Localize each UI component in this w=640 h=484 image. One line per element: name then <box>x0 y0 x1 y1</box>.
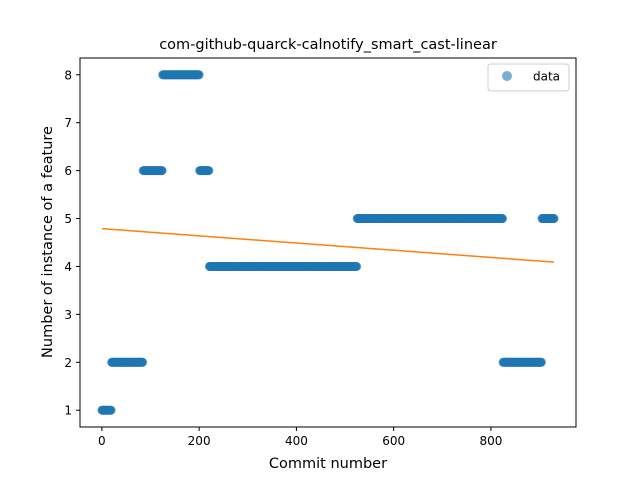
data-point <box>498 214 508 224</box>
y-tick-label: 2 <box>64 356 72 370</box>
legend-label: data <box>533 70 560 84</box>
plot-area <box>80 58 576 427</box>
x-tick-label: 200 <box>188 434 211 448</box>
x-axis-label: Commit number <box>269 456 387 472</box>
y-tick-label: 1 <box>64 404 72 418</box>
trend-line-path <box>101 227 555 263</box>
y-tick-label: 8 <box>64 68 72 82</box>
y-tick-label: 3 <box>64 308 72 322</box>
data-point <box>549 214 559 224</box>
data-point <box>204 166 214 176</box>
data-point <box>157 166 167 176</box>
x-tick-label: 400 <box>285 434 308 448</box>
x-tick-label: 800 <box>479 434 502 448</box>
data-point <box>536 357 546 367</box>
y-tick-label: 6 <box>64 164 72 178</box>
data-point <box>138 357 148 367</box>
legend-box <box>487 63 570 92</box>
legend-marker <box>502 71 512 81</box>
y-axis-label: Number of instance of a feature <box>40 126 56 358</box>
x-tick-label: 0 <box>98 434 106 448</box>
trend-line <box>101 227 555 263</box>
y-tick-label: 4 <box>64 260 72 274</box>
y-tick-label: 7 <box>64 116 72 130</box>
data-point <box>194 70 204 80</box>
x-axis: 0 200 400 600 800 <box>98 427 502 448</box>
data-point <box>106 405 116 415</box>
chart-title: com-github-quarck-calnotify_smart_cast-l… <box>159 37 497 53</box>
x-tick-label: 600 <box>382 434 405 448</box>
data-points <box>97 70 559 415</box>
data-point <box>352 261 362 271</box>
plot-frame <box>79 57 577 428</box>
y-tick-label: 5 <box>64 212 72 226</box>
legend: data <box>487 63 570 92</box>
y-axis: 1 2 3 4 5 6 7 8 <box>64 68 80 418</box>
